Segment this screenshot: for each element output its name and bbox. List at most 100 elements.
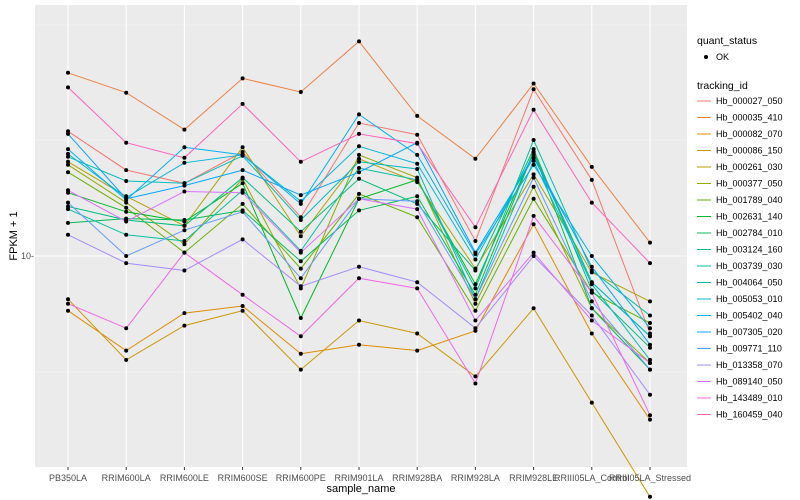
x-tick-label: RRIII05LA_Stressed xyxy=(609,473,691,483)
data-point xyxy=(182,239,187,243)
data-point xyxy=(648,240,652,245)
data-point xyxy=(648,334,652,339)
data-point xyxy=(66,200,70,205)
y-tick-label: 10- xyxy=(21,251,34,261)
data-point xyxy=(473,282,478,287)
data-point xyxy=(473,381,478,386)
data-point xyxy=(298,276,303,281)
data-point xyxy=(531,158,536,163)
x-tick-label: RRIM928LE xyxy=(509,473,558,483)
legend-line-label: Hb_007305_020 xyxy=(716,327,783,337)
data-point xyxy=(531,184,536,189)
data-point xyxy=(66,170,70,175)
data-point xyxy=(298,259,303,264)
data-point xyxy=(357,39,361,44)
data-point xyxy=(66,147,70,152)
data-point xyxy=(531,81,536,86)
data-point xyxy=(66,159,70,164)
x-tick-label: RRIM901LA xyxy=(334,473,383,483)
data-point xyxy=(182,155,187,160)
legend-line-label: Hb_002784_010 xyxy=(716,228,783,238)
data-point xyxy=(531,152,536,157)
data-point xyxy=(298,90,303,94)
data-point xyxy=(415,161,420,166)
data-point xyxy=(531,222,536,227)
data-point xyxy=(298,218,303,222)
data-point xyxy=(357,166,361,170)
data-point xyxy=(357,152,361,157)
data-point xyxy=(298,229,303,234)
data-point xyxy=(66,207,70,212)
data-point xyxy=(124,357,129,362)
legend-line-label: Hb_160459_040 xyxy=(716,410,783,420)
legend-line-label: Hb_143489_010 xyxy=(716,393,783,403)
x-tick-label: RRIM600PE xyxy=(276,473,326,483)
legend-line-label: Hb_000261_030 xyxy=(716,162,783,172)
data-point xyxy=(124,326,129,331)
data-point xyxy=(415,331,420,336)
data-point xyxy=(240,101,245,106)
data-point xyxy=(182,183,187,188)
data-point xyxy=(531,162,536,167)
data-point xyxy=(473,374,478,379)
data-point xyxy=(357,208,361,213)
data-point xyxy=(357,191,361,196)
data-point xyxy=(648,417,652,422)
data-point xyxy=(415,194,420,199)
data-point xyxy=(589,331,594,336)
x-axis-title: sample_name xyxy=(326,483,395,495)
x-tick-label: RRIII05LA_Control xyxy=(554,473,630,483)
data-point xyxy=(124,261,129,266)
data-point xyxy=(357,176,361,181)
data-point xyxy=(124,205,129,210)
data-point xyxy=(415,152,420,157)
data-point xyxy=(415,177,420,182)
legend: quant_status OK tracking_id Hb_000027_05… xyxy=(697,35,783,420)
data-point xyxy=(240,76,245,81)
data-point xyxy=(124,254,129,258)
data-point xyxy=(357,170,361,175)
legend-line-label: Hb_000082_070 xyxy=(716,129,783,139)
data-point xyxy=(240,152,245,157)
data-point xyxy=(124,348,129,353)
data-point xyxy=(357,156,361,161)
legend-line-label: Hb_002631_140 xyxy=(716,212,783,222)
data-point xyxy=(240,209,245,214)
data-point xyxy=(648,342,652,347)
data-point xyxy=(357,121,361,125)
data-point xyxy=(648,261,652,266)
data-point xyxy=(66,162,70,167)
data-point xyxy=(531,172,536,177)
data-point xyxy=(298,201,303,206)
data-point xyxy=(648,367,652,372)
data-point xyxy=(531,150,536,154)
data-point xyxy=(298,250,303,255)
x-tick-label: RRIM928BA xyxy=(392,473,442,483)
data-point xyxy=(473,326,478,331)
series-points xyxy=(66,39,652,499)
legend-line-label: Hb_000027_050 xyxy=(716,96,783,106)
data-point xyxy=(66,154,70,159)
data-point xyxy=(66,131,70,136)
data-point xyxy=(240,201,245,206)
data-point xyxy=(473,292,478,297)
data-point xyxy=(589,164,594,169)
data-point xyxy=(240,292,245,297)
legend-points-entries: OK xyxy=(704,52,729,62)
y-axis: 10- xyxy=(21,251,34,261)
data-point xyxy=(240,175,245,180)
data-point xyxy=(66,232,70,237)
data-point xyxy=(531,175,536,180)
data-point xyxy=(415,113,420,118)
data-point xyxy=(298,215,303,220)
data-point xyxy=(589,313,594,318)
data-point xyxy=(298,367,303,372)
data-point xyxy=(589,268,594,273)
data-point xyxy=(66,308,70,313)
data-point xyxy=(415,280,420,285)
data-point xyxy=(473,286,478,291)
legend-line-label: Hb_000086_150 xyxy=(716,146,783,156)
data-point xyxy=(182,145,187,150)
data-point xyxy=(531,138,536,142)
